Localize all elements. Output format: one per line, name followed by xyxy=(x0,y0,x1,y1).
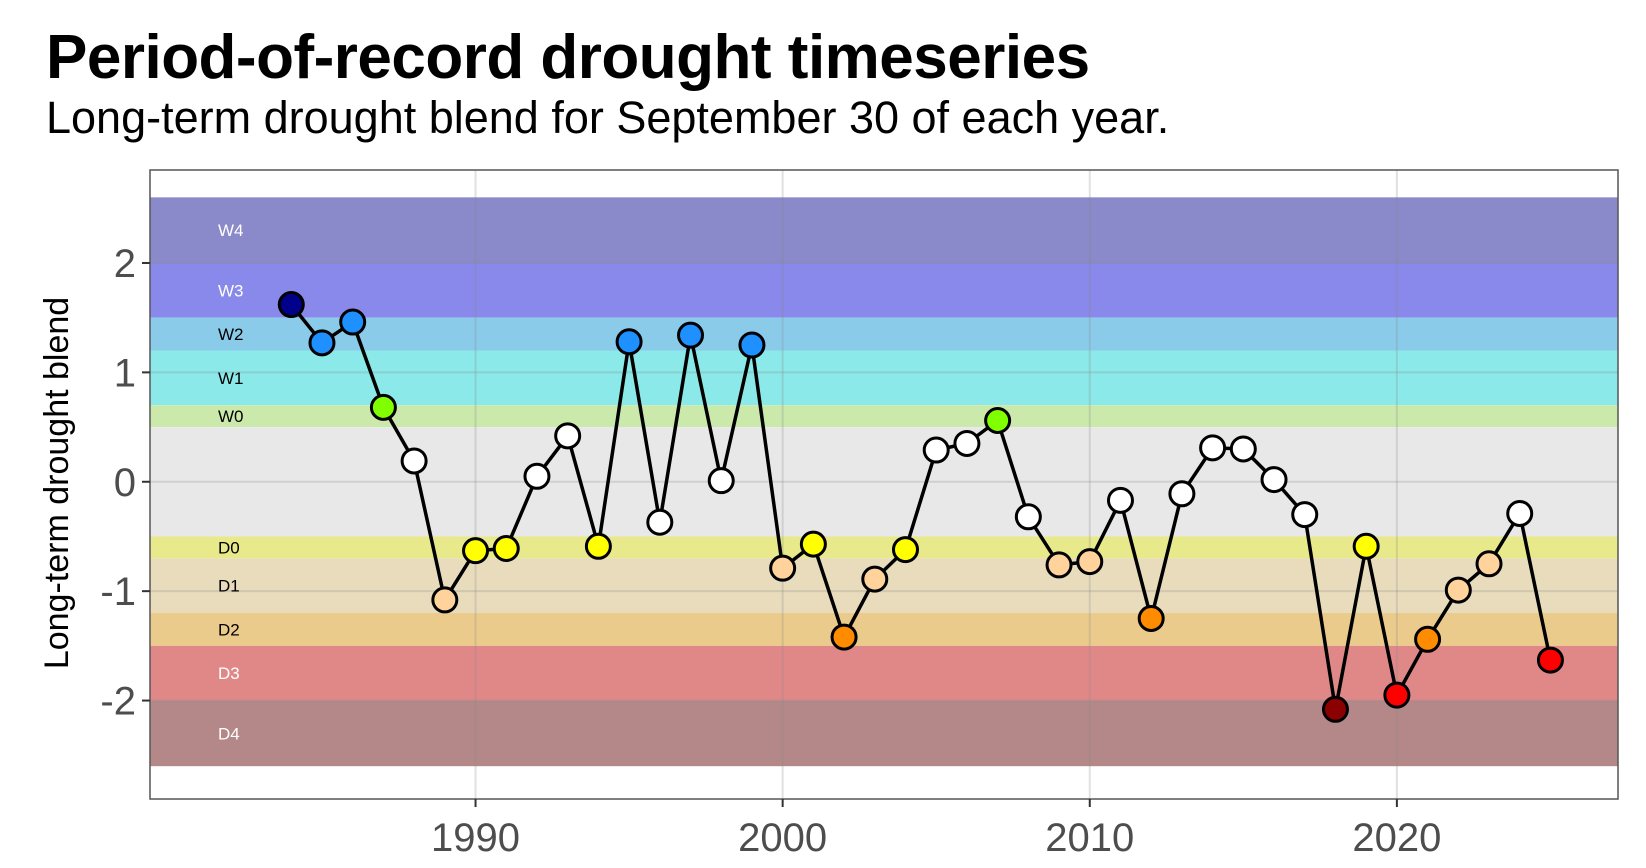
band-label-d2: D2 xyxy=(218,620,240,639)
y-tick-label: 0 xyxy=(114,461,136,505)
data-point xyxy=(1014,503,1042,531)
x-tick-label: 2000 xyxy=(738,816,827,860)
band-w2 xyxy=(150,317,1618,351)
band-d3 xyxy=(150,645,1618,701)
data-point xyxy=(1536,646,1564,674)
data-point xyxy=(1444,576,1472,604)
y-tick-label: -1 xyxy=(100,570,136,614)
data-point xyxy=(554,422,582,450)
data-point xyxy=(277,291,305,319)
data-point xyxy=(339,308,367,336)
band-w3 xyxy=(150,262,1618,318)
x-tick-label: 2010 xyxy=(1045,816,1134,860)
data-point xyxy=(953,429,981,457)
data-point xyxy=(615,328,643,356)
band-label-w3: W3 xyxy=(218,281,244,300)
plot-border xyxy=(149,169,1619,800)
band-normal xyxy=(150,427,1618,537)
data-point xyxy=(1076,548,1104,576)
data-point xyxy=(738,331,766,359)
data-point xyxy=(769,554,797,582)
y-tick-label: -2 xyxy=(100,680,136,724)
data-point xyxy=(799,530,827,558)
y-tick-label: 2 xyxy=(114,242,136,286)
data-point xyxy=(1260,466,1288,494)
data-point xyxy=(891,536,919,564)
y-tick-label: 1 xyxy=(114,351,136,395)
band-label-d0: D0 xyxy=(218,538,240,557)
data-point xyxy=(922,436,950,464)
data-point xyxy=(1506,499,1534,527)
band-label-w0: W0 xyxy=(218,407,244,426)
data-points xyxy=(277,291,1564,723)
band-label-d3: D3 xyxy=(218,664,240,683)
band-label-w2: W2 xyxy=(218,325,244,344)
data-point xyxy=(1045,551,1073,579)
band-d4 xyxy=(150,700,1618,767)
grid-lines xyxy=(150,170,1618,799)
axes: 2 1 0 -1 -2 1990 2000 2010 2020 xyxy=(100,242,1441,860)
band-label-w4: W4 xyxy=(218,221,244,240)
x-tick-label: 2020 xyxy=(1352,816,1441,860)
band-label-w1: W1 xyxy=(218,369,244,388)
data-point xyxy=(646,508,674,536)
data-point xyxy=(1321,695,1349,723)
x-tick-label: 1990 xyxy=(431,816,520,860)
data-point xyxy=(1199,434,1227,462)
data-point xyxy=(369,393,397,421)
data-point xyxy=(861,565,889,593)
data-point xyxy=(523,462,551,490)
data-point xyxy=(1291,501,1319,529)
data-point xyxy=(1168,480,1196,508)
data-point xyxy=(462,537,490,565)
data-point xyxy=(830,623,858,651)
band-label-d4: D4 xyxy=(218,724,240,743)
data-point xyxy=(984,407,1012,435)
data-point xyxy=(1475,550,1503,578)
data-point xyxy=(1229,435,1257,463)
band-label-d1: D1 xyxy=(218,577,240,596)
chart-title: Period-of-record drought timeseries xyxy=(46,23,1090,92)
data-point xyxy=(400,447,428,475)
data-point xyxy=(707,467,735,495)
band-w0 xyxy=(150,405,1618,428)
band-d2 xyxy=(150,613,1618,646)
data-point xyxy=(1352,532,1380,560)
data-point xyxy=(677,321,705,349)
y-axis-label: Long-term drought blend xyxy=(38,297,76,669)
band-w4 xyxy=(150,197,1618,263)
data-point xyxy=(584,532,612,560)
data-point xyxy=(1414,625,1442,653)
chart-subtitle: Long-term drought blend for September 30… xyxy=(46,92,1170,143)
data-point xyxy=(431,586,459,614)
data-point xyxy=(1106,486,1134,514)
band-w1 xyxy=(150,350,1618,406)
data-point xyxy=(1383,681,1411,709)
data-point xyxy=(1137,605,1165,633)
data-point xyxy=(308,329,336,357)
data-point xyxy=(492,534,520,562)
drought-category-labels: W4 W3 W2 W1 W0 D0 D1 D2 D3 D4 xyxy=(218,221,244,743)
